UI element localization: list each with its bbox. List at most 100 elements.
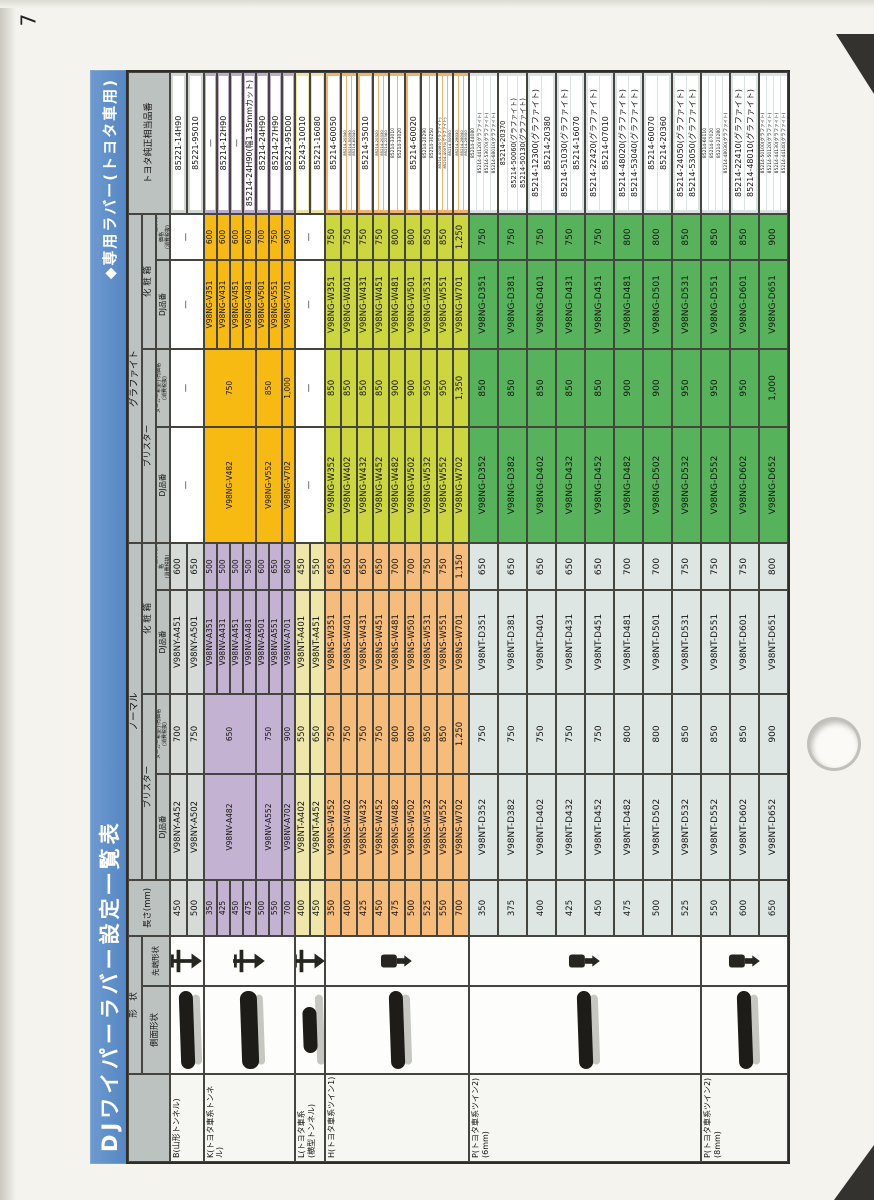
length-cell: 700 [453, 880, 469, 936]
oem-part-number: 85214-40070(グラファイト) [442, 76, 447, 210]
graphite-box-price-cell: 750 [469, 214, 498, 260]
graphite-blister-dj-code-cell: V98NG-W502 [405, 427, 421, 543]
graphite-blister-dj-code-cell: V98NG-W402 [341, 427, 357, 543]
normal-blister-price-cell: 750 [556, 694, 585, 774]
oem-part-number-cell: 85214-20340 85214-50090 85214-60040 [341, 72, 357, 214]
scan-top-shadow [0, 0, 874, 8]
length-cell: 500 [256, 880, 269, 936]
normal-box-dj-code-cell: V98NS-W501 [405, 590, 421, 694]
graphite-blister-price-cell: 850 [498, 349, 527, 427]
normal-box-price-cell: 1,150 [453, 543, 469, 590]
oem-part-number-cell: 85214-24050(グラファイト) 85214-53050(グラファイト) [672, 72, 701, 214]
header-blank [128, 1074, 170, 1162]
oem-part-number: 85214-20280 [716, 76, 722, 210]
graphite-box-dj-code-cell: V98NG-W531 [421, 260, 437, 349]
oem-part-number: 85214-16070 [571, 76, 582, 210]
oem-part-number: 85214-48010(グラファイト) [745, 76, 756, 210]
normal-blister-price-cell: 550 [295, 694, 310, 774]
graphite-blister-price-cell: — [170, 349, 204, 427]
normal-blister-dj-code-cell: V98NS-W452 [373, 774, 389, 880]
normal-blister-dj-code-cell: V98NT-A452 [310, 774, 325, 880]
tip-shape-icon-cell-P6 [469, 936, 701, 986]
tip-shape-icon [726, 947, 764, 975]
length-cell: 475 [614, 880, 643, 936]
oem-part-number: 85214-28030 [454, 76, 459, 210]
oem-part-number-cell: 85243-10010 [295, 72, 310, 214]
graphite-box-dj-code-cell: V98NG-V431 [217, 260, 230, 349]
oem-part-number: 85214-28040 [459, 76, 464, 210]
normal-blister-dj-code-cell: V98NT-D482 [614, 774, 643, 880]
length-cell: 550 [269, 880, 282, 936]
header-dj-code: DJ品番 [156, 774, 170, 880]
graphite-box-price-cell: 700 [256, 214, 269, 260]
oem-part-number-cell: 85221-14H90 [170, 72, 187, 214]
normal-box-price-cell: 650 [325, 543, 341, 590]
normal-box-dj-code-cell: V98NV-A551 [269, 590, 282, 694]
normal-blister-dj-code-cell: V98NS-W402 [341, 774, 357, 880]
normal-box-price-cell: 750 [730, 543, 759, 590]
normal-blister-price-cell: 750 [357, 694, 373, 774]
header-box: 化 粧 箱 [142, 214, 156, 349]
graphite-box-price-cell: 850 [701, 214, 730, 260]
normal-blister-price-cell: 900 [759, 694, 788, 774]
graphite-box-dj-code-cell: V98NG-D451 [585, 260, 614, 349]
normal-box-dj-code-cell: V98NS-W551 [437, 590, 453, 694]
length-cell: 475 [389, 880, 405, 936]
normal-box-price-cell: 650 [498, 543, 527, 590]
graphite-box-price-cell: 600 [217, 214, 230, 260]
normal-box-dj-code-cell: V98NV-A481 [243, 590, 256, 694]
section-label-P6: P(トヨタ車系ツイン2) (6mm) [469, 1074, 701, 1162]
normal-blister-price-cell: 750 [527, 694, 556, 774]
normal-box-price-cell: 650 [527, 543, 556, 590]
tip-shape-icon-cell-P8 [701, 936, 788, 986]
oem-part-number: 85221-95D00 [283, 76, 294, 210]
normal-box-price-cell: 600 [256, 543, 269, 590]
tip-shape-icon [566, 947, 604, 975]
oem-part-number-cell: 85214-27H90 [269, 72, 282, 214]
length-cell: 475 [243, 880, 256, 936]
header-side-shape: 側面形状 [142, 986, 170, 1074]
graphite-box-price-cell: 850 [437, 214, 453, 260]
header-normal-group: ノーマル [128, 543, 142, 880]
graphite-blister-price-cell: 900 [643, 349, 672, 427]
section-label-B: B(山形トンネル) [170, 1074, 204, 1162]
graphite-box-price-cell: 750 [527, 214, 556, 260]
length-cell: 375 [498, 880, 527, 936]
normal-blister-price-cell: 650 [204, 694, 256, 774]
blade-photo-cell-P6 [469, 986, 701, 1074]
oem-part-number: 85214-33010 [390, 76, 397, 210]
normal-box-price-cell: 500 [204, 543, 217, 590]
oem-part-number-cell: 85214-60070 85214-20360 [643, 72, 672, 214]
normal-blister-dj-code-cell: V98NS-W702 [453, 774, 469, 880]
blade-photo [736, 990, 753, 1070]
tip-shape-icon [295, 947, 325, 975]
length-cell: 550 [437, 880, 453, 936]
graphite-box-dj-code-cell: V98NG-D531 [672, 260, 701, 349]
oem-part-number: 85214-24H90 [257, 76, 268, 210]
normal-box-price-cell: 650 [585, 543, 614, 590]
normal-box-dj-code-cell: V98NV-A351 [204, 590, 217, 694]
normal-box-price-cell: 650 [357, 543, 373, 590]
length-cell: 550 [701, 880, 730, 936]
page-subtitle: ◆専用ラバー(トヨタ車用) [100, 78, 119, 280]
graphite-blister-price-cell: 950 [701, 349, 730, 427]
graphite-box-dj-code-cell: V98NG-D551 [701, 260, 730, 349]
oem-part-number: 85214-48020(グラファイト) [617, 76, 628, 210]
length-cell: 350 [204, 880, 217, 936]
oem-part-number-cell: 85214-12300(グラファイト) 85214-20380 [527, 72, 556, 214]
oem-part-number: 85214-53070(グラファイト) [484, 76, 490, 210]
normal-box-price-cell: 650 [269, 543, 282, 590]
length-cell: 450 [230, 880, 243, 936]
normal-box-price-cell: 750 [701, 543, 730, 590]
normal-blister-dj-code-cell: V98NT-D502 [643, 774, 672, 880]
normal-blister-dj-code-cell: V98NY-A502 [187, 774, 204, 880]
header-graphite-group: グラファイト [128, 214, 142, 543]
normal-box-dj-code-cell: V98NS-W401 [341, 590, 357, 694]
header-oem: トヨタ純正相当品番 [128, 72, 170, 214]
normal-box-dj-code-cell: V98NY-A501 [187, 590, 204, 694]
normal-box-dj-code-cell: V98NV-A431 [217, 590, 230, 694]
oem-part-number: 85214-48030(グラファイト) [723, 76, 729, 210]
graphite-box-price-cell: 600 [243, 214, 256, 260]
oem-part-number: — [231, 76, 242, 210]
oem-part-number-cell: 85214-12H90 [217, 72, 230, 214]
